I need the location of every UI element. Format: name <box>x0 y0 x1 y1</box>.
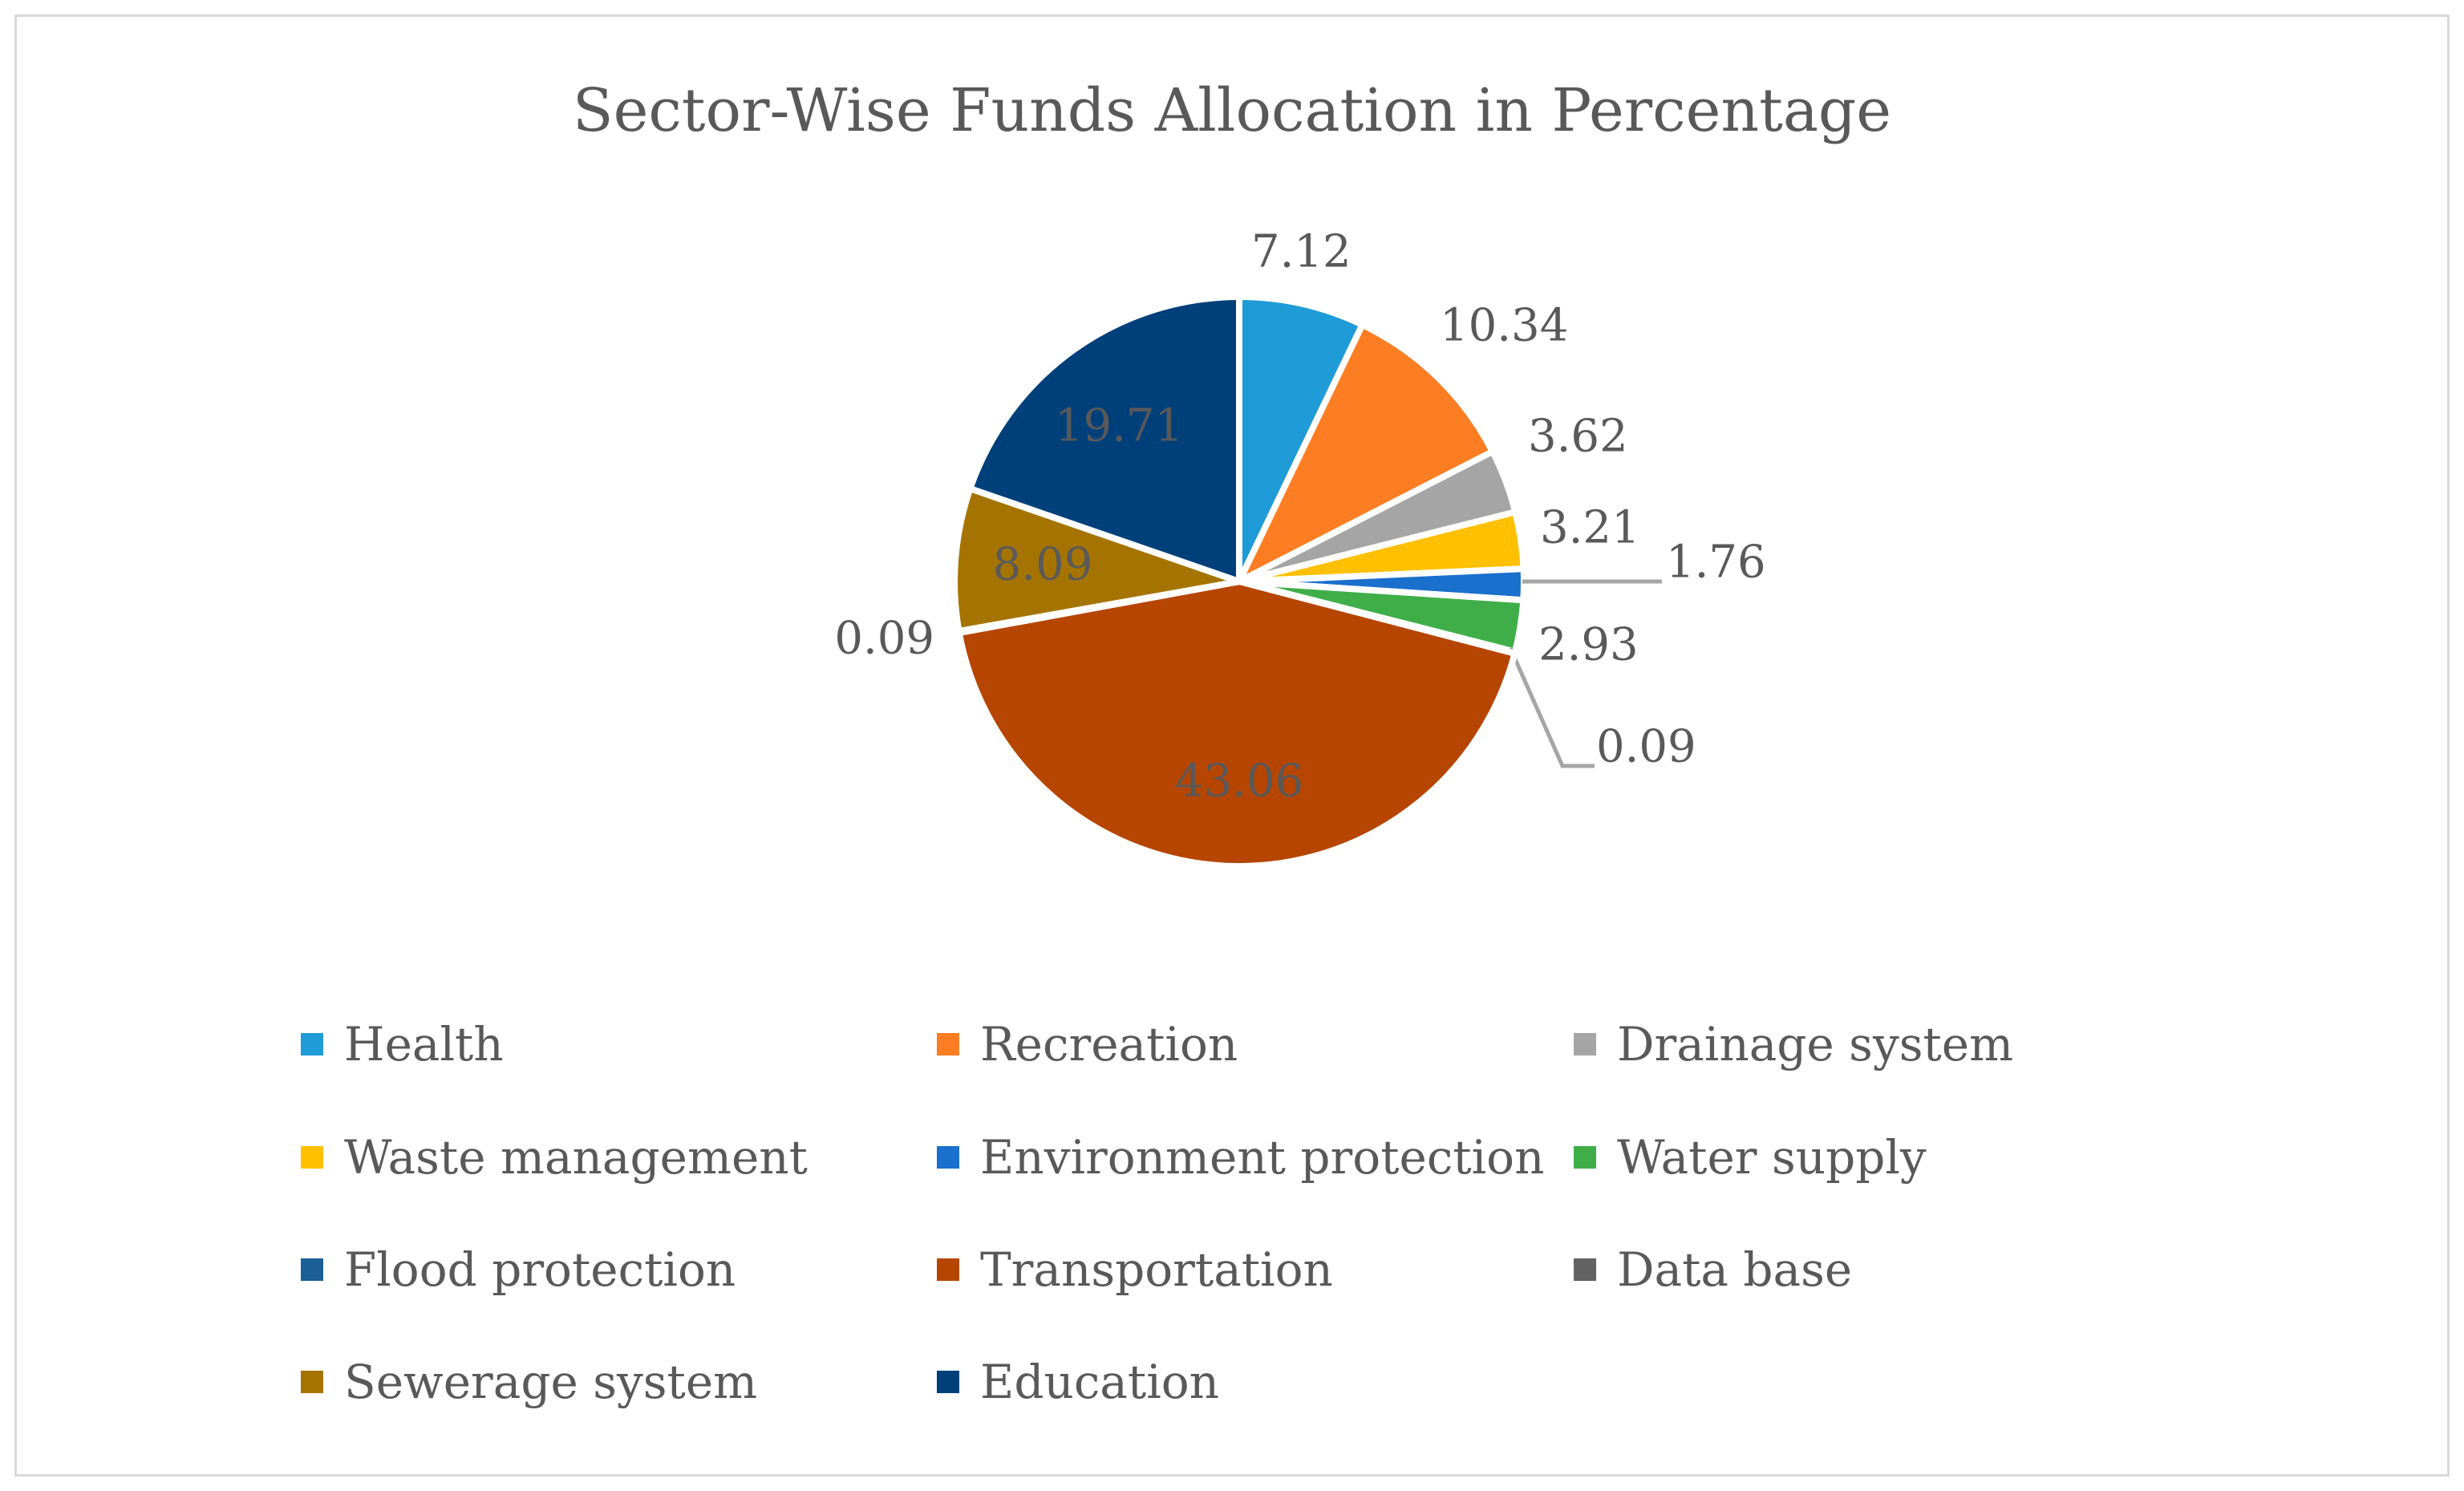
data-label-health: 7.12 <box>1251 226 1352 278</box>
legend-item-flood-protection: Flood protection <box>301 1238 736 1302</box>
legend-label: Health <box>344 1017 504 1072</box>
legend-swatch <box>301 1146 323 1169</box>
data-label-environment-protection: 1.76 <box>1666 537 1766 589</box>
legend-item-data-base: Data base <box>1574 1238 1852 1302</box>
legend-label: Flood protection <box>344 1242 736 1297</box>
legend-swatch <box>301 1258 323 1281</box>
legend-label: Environment protection <box>980 1130 1545 1185</box>
leader-line-flood-protection <box>1508 646 1595 768</box>
legend-swatch <box>1574 1146 1596 1169</box>
data-label-data-base: 0.09 <box>834 613 934 665</box>
legend-swatch <box>937 1258 959 1281</box>
pie-slice-sewerage-system <box>951 485 1242 634</box>
data-label-education: 19.71 <box>1055 400 1183 452</box>
pie-slice-transportation <box>955 578 1518 870</box>
data-label-water-supply: 2.93 <box>1538 619 1639 671</box>
legend-swatch <box>937 1033 959 1055</box>
legend-item-sewerage-system: Sewerage system <box>301 1350 757 1414</box>
pie-slice-education <box>967 294 1242 585</box>
pie-slice-recreation <box>1236 321 1496 585</box>
legend-item-waste-management: Waste management <box>301 1125 808 1189</box>
legend-label: Sewerage system <box>344 1355 758 1409</box>
data-label-drainage-system: 3.62 <box>1528 411 1628 463</box>
legend-swatch <box>301 1033 323 1055</box>
legend-swatch <box>301 1371 323 1393</box>
data-label-sewerage-system: 8.09 <box>993 539 1093 591</box>
legend-item-transportation: Transportation <box>937 1238 1333 1302</box>
legend-item-education: Education <box>937 1350 1219 1414</box>
legend-item-drainage-system: Drainage system <box>1574 1012 2013 1076</box>
legend-swatch <box>1574 1033 1596 1055</box>
legend-item-water-supply: Water supply <box>1574 1125 1927 1189</box>
legend-item-recreation: Recreation <box>937 1012 1238 1076</box>
chart-title: Sector-Wise Funds Allocation in Percenta… <box>572 76 1892 145</box>
legend-item-health: Health <box>301 1012 504 1076</box>
data-label-flood-protection: 0.09 <box>1596 721 1696 773</box>
legend-item-environment-protection: Environment protection <box>937 1125 1544 1189</box>
legend-label: Data base <box>1617 1242 1853 1297</box>
legend-label: Waste management <box>344 1130 808 1185</box>
legend-label: Water supply <box>1617 1130 1927 1185</box>
legend-label: Transportation <box>980 1242 1333 1297</box>
data-label-waste-management: 3.21 <box>1540 502 1640 554</box>
legend-swatch <box>937 1371 959 1393</box>
legend-label: Drainage system <box>1617 1017 2014 1072</box>
legend-swatch <box>937 1146 959 1169</box>
legend-label: Recreation <box>980 1017 1238 1072</box>
legend-label: Education <box>980 1355 1220 1409</box>
data-label-recreation: 10.34 <box>1440 300 1568 352</box>
legend-swatch <box>1574 1258 1596 1281</box>
data-label-transportation: 43.06 <box>1175 756 1303 808</box>
